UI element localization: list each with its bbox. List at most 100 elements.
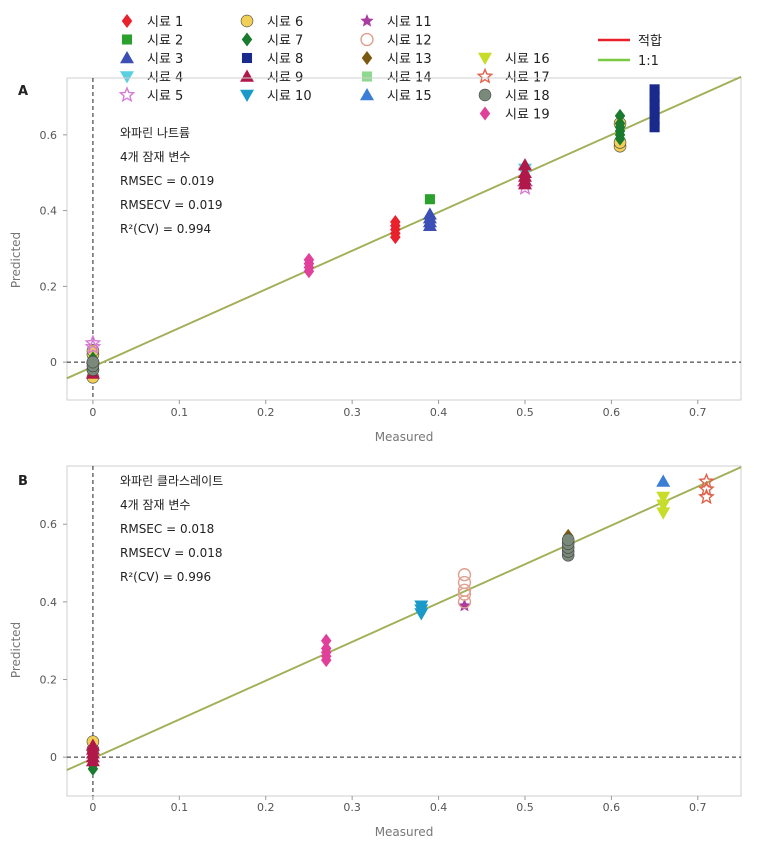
data-point	[517, 165, 532, 178]
panel-a: A 0 0.1 0.2 0.3 0.4 0.5 0.6 0.7 0 0.2 0.4 0.6 와파린 나…	[9, 76, 742, 444]
legend-label: 시료 10	[267, 89, 312, 104]
panel-letter-a: A	[18, 84, 28, 99]
data-point	[698, 472, 715, 489]
data-point	[614, 108, 626, 123]
legend-marker	[240, 89, 254, 102]
data-point	[84, 338, 102, 355]
legend-label: 시료 18	[505, 89, 550, 104]
data-point	[422, 207, 437, 220]
legend-label: 시료 13	[387, 52, 432, 67]
y-axis-title-a: Predicted	[9, 232, 23, 288]
y-tick-label: 0.4	[40, 205, 58, 218]
legend-label: 시료 8	[267, 52, 303, 67]
annotation-text: 와파린 나트륨	[120, 126, 190, 140]
y-tick-label: 0.6	[40, 518, 58, 531]
legend-label: 시료 19	[505, 108, 550, 123]
annotation-text: 4개 잠재 변수	[120, 150, 190, 164]
legend-marker	[241, 32, 253, 47]
data-point	[303, 252, 315, 267]
data-point	[457, 583, 472, 597]
data-point	[516, 179, 534, 195]
annotation-text: 4개 잠재 변수	[120, 498, 190, 512]
y-tick-label: 0.6	[40, 129, 58, 142]
legend-label: 시료 15	[387, 89, 432, 104]
data-point	[698, 488, 715, 505]
one-to-one-line	[66, 466, 742, 771]
legend-marker	[360, 32, 374, 47]
data-point	[390, 214, 401, 229]
legend-marker	[360, 88, 374, 101]
plot-frame-b	[66, 465, 742, 797]
data-point	[656, 491, 671, 505]
data-point	[561, 533, 575, 547]
annotation-text: R²(CV) = 0.994	[120, 222, 211, 236]
x-tick-label: 0.4	[430, 801, 448, 814]
data-point	[649, 107, 660, 118]
x-tick-label: 0	[89, 801, 96, 814]
annotation-text: RMSECV = 0.018	[120, 546, 223, 560]
legend-label: 시료 11	[387, 15, 432, 30]
legend-marker	[361, 71, 373, 82]
data-point	[84, 334, 102, 351]
data-point	[424, 194, 435, 205]
data-point	[649, 122, 660, 133]
legend-marker	[120, 51, 134, 64]
data-point	[320, 641, 332, 656]
annotation-block-b: 와파린 클라스레이트 4개 잠재 변수 RMSEC = 0.018 RMSECV = …	[120, 474, 223, 584]
legend-marker	[241, 52, 253, 64]
data-point	[457, 568, 472, 582]
legend-marker	[121, 14, 133, 28]
data-point	[614, 116, 626, 131]
legend-label: 시료 7	[267, 34, 303, 49]
panel-letter-b: B	[18, 474, 28, 489]
annotation-text: RMSEC = 0.019	[120, 174, 214, 188]
data-point	[86, 355, 100, 369]
x-tick-label: 0.1	[171, 406, 189, 419]
data-point	[85, 738, 100, 751]
annotation-text: 와파린 클라스레이트	[120, 474, 223, 488]
legend-label: 시료 3	[147, 52, 183, 67]
legend-label: 시료 6	[267, 15, 303, 30]
legend-marker	[476, 67, 494, 84]
y-tick-label: 0	[50, 751, 57, 764]
legend-label: 시료 12	[387, 34, 432, 49]
x-tick-label: 0.3	[343, 406, 361, 419]
legend-marker	[120, 71, 134, 84]
y-tick-label: 0	[50, 356, 57, 369]
data-point	[698, 480, 715, 497]
x-tick-label: 0.6	[603, 801, 621, 814]
legend-marker	[240, 14, 254, 28]
x-tick-label: 0.5	[516, 801, 534, 814]
x-tick-label: 0.1	[171, 801, 189, 814]
x-tick-label: 0.2	[257, 801, 275, 814]
y-axis-title-b: Predicted	[9, 622, 23, 678]
data-point	[414, 600, 429, 613]
y-tick-label: 0.4	[40, 596, 58, 609]
data-point	[649, 99, 660, 110]
x-tick-label: 0.7	[689, 406, 707, 419]
x-tick-label: 0.7	[689, 801, 707, 814]
data-point	[649, 91, 660, 102]
data-point	[656, 474, 671, 487]
legend: 시료 1시료 2시료 3시료 4시료 5시료 6시료 7시료 8시료 9시료 1…	[118, 14, 662, 123]
x-tick-label: 0.2	[257, 406, 275, 419]
legend-label: 시료 2	[147, 34, 183, 49]
legend-marker	[118, 86, 136, 103]
data-point	[517, 158, 532, 171]
legend-marker	[360, 14, 374, 27]
legend-line-label: 적합	[638, 34, 662, 49]
legend-marker	[479, 106, 491, 121]
annotation-block-a: 와파린 나트륨 4개 잠재 변수 RMSEC = 0.019 RMSECV = 0.0…	[120, 126, 223, 236]
legend-marker	[361, 51, 373, 65]
x-tick-label: 0.6	[603, 406, 621, 419]
annotation-text: RMSEC = 0.018	[120, 522, 214, 536]
y-tick-label: 0.2	[40, 674, 58, 687]
legend-label: 시료 1	[147, 15, 183, 30]
annotation-text: RMSECV = 0.019	[120, 198, 223, 212]
x-axis-title-a: Measured	[375, 430, 434, 444]
x-tick-label: 0	[89, 406, 96, 419]
legend-marker	[478, 88, 492, 102]
x-tick-label: 0.5	[516, 406, 534, 419]
data-point	[320, 633, 332, 648]
